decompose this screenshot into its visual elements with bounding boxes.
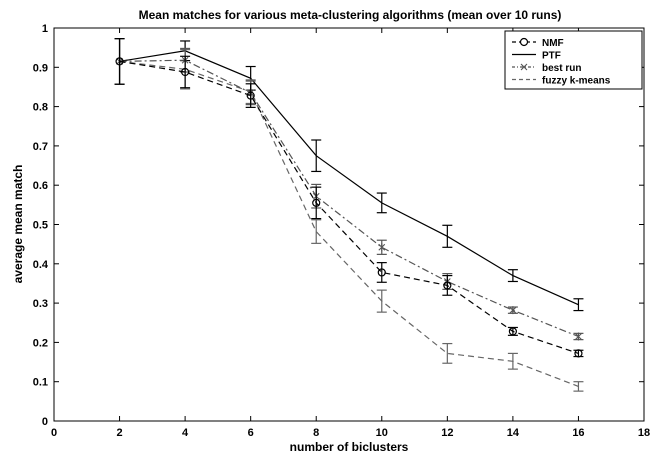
x-tick-label: 16 (572, 427, 584, 439)
legend-label-best-run: best run (542, 63, 581, 74)
x-axis-label: number of biclusters (290, 440, 409, 454)
data-point-nmf (443, 281, 452, 290)
legend-item-fuzzy-k-means: fuzzy k-means (512, 76, 611, 87)
x-tick-label: 0 (51, 427, 57, 439)
y-tick-label: 0.7 (33, 141, 48, 153)
data-point-nmf (181, 67, 190, 77)
y-tick-label: 0.4 (33, 259, 49, 271)
x-tick-label: 8 (313, 427, 319, 439)
x-tick-label: 18 (638, 427, 650, 439)
data-point-nmf (508, 327, 517, 336)
data-point-nmf (377, 268, 386, 277)
y-axis: 0 0.1 0.2 0.3 0.4 0.5 0.6 0.7 0.8 0.9 1 (33, 23, 644, 428)
series-line-fuzzy-k-means (119, 60, 579, 387)
data-point-nmf (246, 91, 255, 100)
data-point-best-run (378, 243, 386, 252)
data-point-nmf (574, 349, 583, 358)
data-point-best-run (575, 332, 582, 341)
y-tick-label: 0.6 (33, 180, 48, 192)
legend-item-ptf: PTF (512, 51, 561, 62)
data-point-nmf (115, 57, 124, 66)
legend-item-nmf: NMF (512, 37, 564, 49)
y-tick-label: 0 (42, 416, 48, 428)
legend-marker-best-run (520, 63, 528, 71)
x-tick-label: 10 (376, 427, 388, 439)
legend-marker-nmf (519, 37, 529, 47)
chart-title: Mean matches for various meta-clustering… (139, 8, 562, 22)
data-point-best-run (509, 306, 517, 315)
y-tick-label: 0.9 (33, 62, 48, 74)
series-nmf (114, 38, 584, 358)
y-tick-label: 0.1 (33, 377, 48, 389)
legend-label-ptf: PTF (542, 51, 561, 62)
data-point-nmf (312, 198, 321, 207)
x-tick-label: 12 (441, 427, 453, 439)
y-axis-label: average mean match (11, 165, 25, 284)
y-tick-label: 0.5 (33, 220, 48, 232)
legend-label-fuzzy-k-means: fuzzy k-means (542, 76, 611, 87)
x-tick-label: 6 (248, 427, 254, 439)
x-tick-label: 4 (182, 427, 189, 439)
series-line-nmf (119, 60, 579, 354)
x-axis: 0 2 4 6 8 10 12 14 16 18 (51, 28, 650, 439)
y-tick-label: 0.8 (33, 102, 48, 114)
series-line-best-run (119, 59, 579, 338)
legend-label-nmf: NMF (542, 38, 564, 49)
y-tick-label: 0.2 (33, 337, 48, 349)
x-tick-label: 14 (507, 427, 520, 439)
series-line-ptf (119, 50, 579, 306)
legend-item-best-run: best run (512, 63, 581, 74)
y-tick-label: 1 (42, 23, 48, 35)
series-layer (114, 38, 584, 392)
x-tick-label: 2 (116, 427, 122, 439)
y-tick-label: 0.3 (33, 298, 48, 310)
